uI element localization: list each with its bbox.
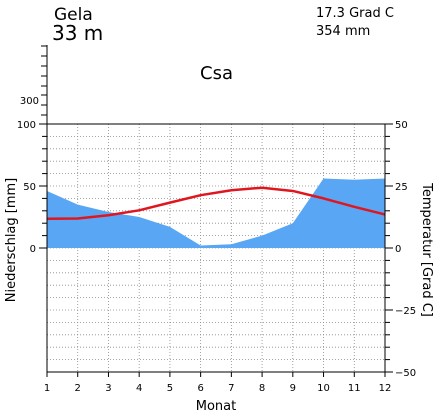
x-tick-label: 7 xyxy=(228,383,234,394)
x-tick-label: 5 xyxy=(167,383,173,394)
mean-temperature: 17.3 Grad C xyxy=(316,6,394,21)
precip-tick-label-300: 300 xyxy=(20,96,39,107)
station-elevation: 33 m xyxy=(52,21,103,45)
upper-precip-scale: 300 xyxy=(20,45,48,124)
x-tick-label: 2 xyxy=(75,383,81,394)
x-axis-title: Monat xyxy=(196,399,236,414)
left-axis-ticks: 100 50 0 xyxy=(17,120,47,255)
right-tick-label: 0 xyxy=(395,244,401,255)
x-tick-label: 9 xyxy=(290,383,296,394)
annual-precipitation: 354 mm xyxy=(316,24,370,39)
x-tick-label: 10 xyxy=(317,383,330,394)
x-axis-ticks: 1 2 3 4 5 6 7 8 9 10 11 12 xyxy=(44,372,392,394)
x-tick-label: 4 xyxy=(136,383,142,394)
left-tick-label: 100 xyxy=(17,120,36,131)
climate-classification: Csa xyxy=(200,63,233,84)
right-tick-label: 50 xyxy=(395,120,408,131)
right-axis-title: Temperatur [Grad C] xyxy=(419,182,434,317)
x-tick-label: 12 xyxy=(379,383,392,394)
left-axis-title: Niederschlag [mm] xyxy=(4,178,19,303)
right-tick-label: 25 xyxy=(395,182,408,193)
right-tick-label: −50 xyxy=(395,368,416,379)
temperature-line xyxy=(46,186,386,220)
x-tick-label: 3 xyxy=(105,383,111,394)
x-tick-label: 6 xyxy=(197,383,203,394)
x-tick-label: 1 xyxy=(44,383,50,394)
precipitation-area xyxy=(47,178,385,248)
left-tick-label: 0 xyxy=(30,244,36,255)
x-tick-label: 8 xyxy=(259,383,265,394)
x-tick-label: 11 xyxy=(348,383,361,394)
station-name: Gela xyxy=(54,5,93,25)
right-tick-label: −25 xyxy=(395,306,416,317)
right-axis-ticks: −50 −25 0 25 50 xyxy=(385,120,416,379)
left-tick-label: 50 xyxy=(23,182,36,193)
